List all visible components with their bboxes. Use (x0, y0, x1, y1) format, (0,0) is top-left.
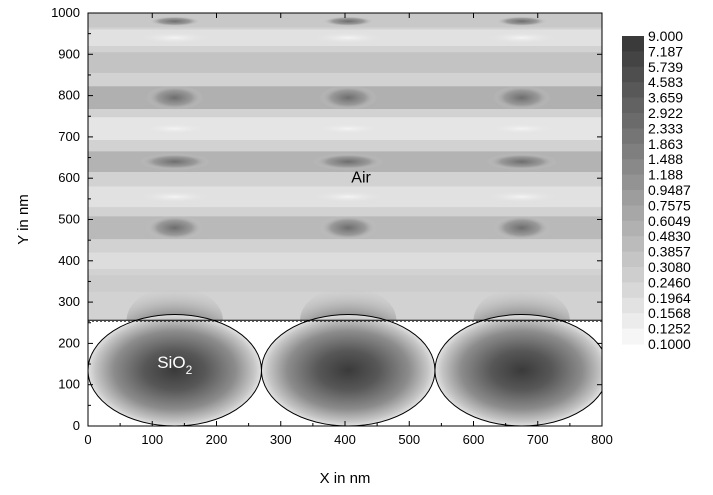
field-lobe-light (483, 190, 561, 203)
field-lobe-light (309, 122, 387, 135)
field-lobe (319, 215, 378, 241)
sio2-subscript: 2 (186, 363, 193, 377)
colorbar-label: 0.1000 (648, 336, 691, 352)
colorbar-label: 1.188 (648, 167, 683, 183)
y-tick-label: 1000 (51, 5, 80, 20)
sio2-sphere (88, 314, 262, 426)
field-lobe (322, 16, 374, 27)
colorbar-label: 0.1252 (648, 321, 691, 337)
x-axis-title: X in nm (320, 470, 371, 487)
colorbar-swatch (622, 143, 644, 160)
colorbar-swatch (622, 205, 644, 222)
x-tick-label: 800 (591, 432, 613, 447)
y-tick-label: 0 (73, 418, 80, 433)
field-lobe (492, 85, 551, 111)
field-lobe (312, 153, 384, 170)
colorbar-swatch (622, 190, 644, 206)
y-tick-label: 600 (58, 170, 80, 185)
colorbar-label: 2.922 (648, 105, 683, 121)
x-tick-label: 200 (206, 432, 228, 447)
colorbar-swatch (622, 51, 644, 68)
field-lobe-light (136, 31, 214, 44)
y-tick-label: 700 (58, 129, 80, 144)
x-tick-label: 0 (84, 432, 91, 447)
colorbar-swatch (622, 97, 644, 114)
y-tick-label: 900 (58, 46, 80, 61)
field-lobe (149, 16, 201, 27)
colorbar-swatch (622, 128, 644, 145)
y-axis-title: Y in nm (15, 194, 32, 245)
colorbar-label: 3.659 (648, 90, 683, 106)
y-tick-label: 500 (58, 212, 80, 227)
field-lobe (495, 16, 548, 27)
y-tick-label: 400 (58, 253, 80, 268)
x-tick-label: 400 (334, 432, 356, 447)
colorbar-swatch (622, 236, 644, 253)
x-tick-label: 300 (270, 432, 292, 447)
field-lobe-light (483, 122, 561, 135)
colorbar-swatch (622, 328, 644, 345)
colorbar-swatch (622, 267, 644, 283)
structure-outline (88, 314, 602, 426)
field-lobe-light (309, 31, 387, 44)
colorbar-label: 0.3857 (648, 244, 691, 260)
colorbar-swatch (622, 36, 644, 52)
colorbar-label: 1.488 (648, 151, 683, 167)
field-lobe-light (136, 190, 214, 203)
colorbar-swatch (622, 313, 644, 330)
field-lobe (139, 153, 211, 170)
colorbar: 9.0007.1875.7394.5833.6592.9222.3331.863… (622, 28, 691, 352)
colorbar-label: 0.7575 (648, 197, 691, 213)
colorbar-swatch (622, 82, 644, 99)
colorbar-swatch (622, 159, 644, 176)
colorbar-label: 2.333 (648, 120, 683, 136)
field-band (88, 52, 602, 73)
colorbar-swatch (622, 297, 644, 314)
colorbar-label: 9.000 (648, 28, 683, 44)
sphere-group (88, 314, 602, 426)
colorbar-swatch (622, 66, 644, 83)
colorbar-label: 0.2460 (648, 274, 691, 290)
colorbar-label: 0.1964 (648, 290, 691, 306)
field-lobe (492, 215, 551, 241)
field-band (88, 252, 602, 270)
colorbar-label: 4.583 (648, 74, 683, 90)
axes: 0 100 200 300 400 500 600 700 800 0 100 200 300 400 50… (51, 5, 613, 447)
colorbar-label: 7.187 (648, 43, 683, 59)
x-tick-label: 500 (398, 432, 420, 447)
field-lobe-light (483, 31, 561, 44)
field-lobe (319, 85, 378, 111)
field-lobe (145, 215, 204, 241)
colorbar-label: 5.739 (648, 59, 683, 75)
colorbar-swatch (622, 220, 644, 237)
colorbar-label: 0.4830 (648, 228, 691, 244)
colorbar-label: 0.1568 (648, 305, 691, 321)
field-lobe-light (136, 122, 214, 135)
y-tick-label: 100 (58, 377, 80, 392)
colorbar-swatch (622, 113, 644, 129)
field-lobe (145, 85, 204, 111)
sio2-sphere (434, 314, 602, 426)
colorbar-label: 0.9487 (648, 182, 691, 198)
field-band (88, 275, 602, 292)
colorbar-swatch (622, 174, 644, 191)
air-label: Air (351, 169, 371, 186)
y-tick-label: 800 (58, 88, 80, 103)
field-lobe-light (309, 190, 387, 203)
y-tick-label: 200 (58, 335, 80, 350)
field-contours (88, 13, 602, 426)
colorbar-label: 1.863 (648, 136, 683, 152)
sio2-sphere (261, 314, 435, 426)
colorbar-swatch (622, 251, 644, 268)
x-tick-label: 100 (141, 432, 163, 447)
colorbar-label: 0.6049 (648, 213, 691, 229)
colorbar-swatch (622, 282, 644, 299)
y-tick-label: 300 (58, 294, 80, 309)
colorbar-label: 0.3080 (648, 259, 691, 275)
x-tick-label: 700 (527, 432, 549, 447)
field-lobe (486, 153, 558, 170)
x-tick-label: 600 (463, 432, 485, 447)
